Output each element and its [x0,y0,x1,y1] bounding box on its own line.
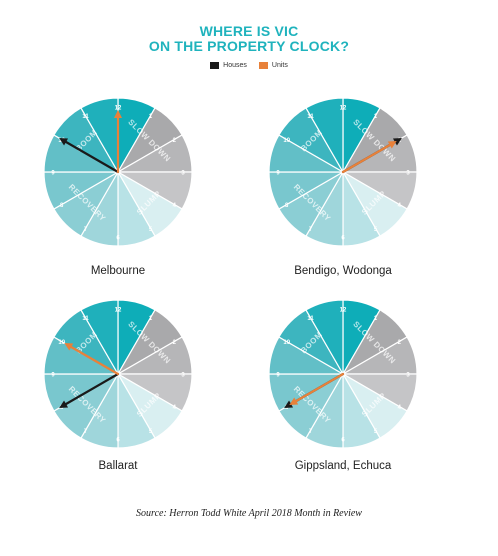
hour-label: 2 [173,138,177,144]
chart-title: WHERE IS VIC ON THE PROPERTY CLOCK? [0,24,498,54]
hour-label: 6 [341,236,345,242]
hour-label: 5 [149,227,153,233]
houses-hand [59,138,120,174]
title-line-1: WHERE IS VIC [199,23,299,39]
hour-label: 5 [374,429,378,435]
hour-label: 4 [398,405,402,411]
units-hand [289,372,345,405]
hour-label: 9 [276,373,280,379]
hour-label: 6 [116,236,120,242]
hour-label: 8 [60,203,64,209]
clock-segment [80,299,119,377]
hour-label: 5 [374,227,378,233]
hour-label: 10 [58,340,65,346]
hour-label: 11 [307,114,314,120]
hour-label: 1 [374,316,378,322]
legend-label-houses: Houses [223,62,247,69]
hour-label: 2 [173,340,177,346]
hour-label: 12 [115,308,122,314]
hour-label: 3 [181,171,185,177]
hour-label: 11 [82,316,89,322]
legend-item-units: Units [258,62,288,69]
hour-label: 1 [149,316,153,322]
hour-label: 7 [309,429,313,435]
legend-swatch-houses [210,62,220,69]
hour-label: 6 [341,438,345,444]
hour-label: 11 [82,114,89,120]
hour-label: 8 [285,203,289,209]
legend-item-houses: Houses [210,62,247,69]
hour-label: 3 [181,373,185,379]
units-hand [341,141,397,174]
hour-label: 7 [84,227,88,233]
legend-label-units: Units [271,62,288,69]
hour-label: 8 [60,405,64,411]
hour-label: 1 [374,114,378,120]
hour-label: 3 [406,373,410,379]
units-hand [114,110,122,174]
units-hand [64,343,120,376]
hour-label: 9 [276,171,280,177]
hour-label: 9 [51,171,55,177]
hour-label: 5 [149,429,153,435]
legend-swatch-units [258,62,268,69]
clock-label-melbourne: Melbourne [90,265,146,277]
hour-label: 1 [149,114,153,120]
hour-label: 6 [116,438,120,444]
clock-label-ballarat: Ballarat [98,460,138,472]
houses-hand [59,372,120,408]
hour-label: 3 [406,171,410,177]
hour-label: 10 [283,138,290,144]
legend: Houses Units [0,62,498,69]
hour-label: 7 [309,227,313,233]
hour-label: 12 [340,106,347,112]
source-note: Source: Herron Todd White April 2018 Mon… [136,508,362,519]
hour-label: 9 [51,373,55,379]
hour-label: 12 [115,106,122,112]
hour-label: 8 [285,405,289,411]
hour-label: 7 [84,429,88,435]
hour-label: 12 [340,308,347,314]
hour-label: 4 [173,203,177,209]
clock-segment [305,299,344,377]
title-line-2: ON THE PROPERTY CLOCK? [148,38,350,54]
clock-label-bendigo-wodonga: Bendigo, Wodonga [294,265,392,277]
clock-label-gippsland-echuca: Gippsland, Echuca [294,460,392,472]
hour-label: 4 [398,203,402,209]
hour-label: 4 [173,405,177,411]
hour-label: 2 [398,340,402,346]
hour-label: 10 [283,340,290,346]
clock-segment [305,97,344,175]
clock-segment [80,97,119,175]
hour-label: 11 [307,316,314,322]
